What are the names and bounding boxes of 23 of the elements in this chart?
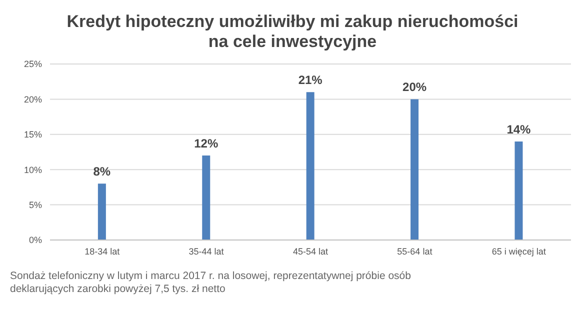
bar: [306, 92, 314, 240]
y-tick-label: 20%: [24, 94, 42, 104]
y-tick-label: 25%: [24, 59, 42, 70]
y-tick-label: 0%: [28, 235, 42, 246]
bar: [514, 141, 523, 240]
x-tick-label: 65 i więcej lat: [492, 246, 546, 256]
bar: [410, 99, 419, 240]
y-tick-label: 5%: [28, 200, 42, 210]
data-label: 21%: [298, 73, 323, 88]
bar: [98, 184, 106, 240]
x-tick-label: 55-64 lat: [397, 246, 433, 256]
x-tick-label: 35-44 lat: [188, 246, 224, 256]
y-tick-label: 10%: [24, 164, 42, 175]
x-tick-label: 45-54 lat: [292, 246, 329, 256]
data-label: 20%: [402, 80, 427, 94]
text: Sondaż telefoniczny w lutym i marcu 2017 r. na losowej, reprezentatywnej próbie osób deklarujących zarobki powyżej 7,5 tys. zł netto: [10, 270, 412, 296]
data-label: 8%: [93, 164, 111, 179]
bar: [202, 156, 210, 240]
data-label: 14%: [506, 122, 532, 136]
chart-title: Kredyt hipoteczny umożliwiłby mi zakup nieruchomości na cele inwestycyjne: [66, 11, 520, 52]
data-label: 12%: [194, 136, 218, 151]
x-tick-label: 18-34 lat: [84, 246, 120, 256]
y-tick-label: 15%: [24, 130, 42, 140]
